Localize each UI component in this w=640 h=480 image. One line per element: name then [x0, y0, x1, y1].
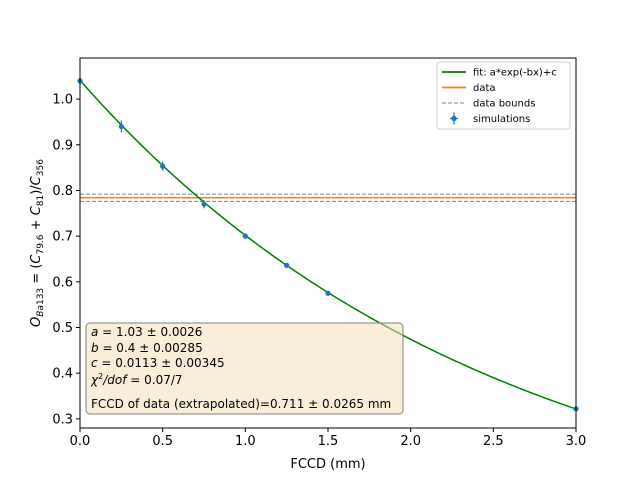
x-tick-label: 1.5	[318, 434, 339, 449]
plot-area	[77, 77, 579, 412]
legend-label: simulations	[473, 114, 530, 125]
y-axis-label: OBa133 = (C79.6 + C81)/C356	[29, 159, 46, 327]
simulation-marker	[242, 233, 248, 239]
simulation-marker	[325, 290, 331, 296]
y-tick-label: 0.5	[52, 321, 73, 336]
fit-info-box: a = 1.03 ± 0.0026 b = 0.4 ± 0.00285 c = …	[85, 322, 404, 415]
legend-handle-marker	[451, 115, 457, 122]
y-axis: 0.3 0.4 0.5 0.6 0.7 0.8 0.9 1.0	[52, 93, 80, 427]
legend-label: fit: a*exp(-bx)+c	[473, 68, 557, 79]
y-tick-label: 0.6	[52, 275, 73, 290]
legend-entry: fit: a*exp(-bx)+c	[442, 68, 557, 79]
legend-label: data	[473, 83, 496, 94]
legend-entry: simulations	[450, 112, 530, 125]
fit-param-a: a = 1.03 ± 0.0026	[91, 325, 202, 339]
x-axis-label: FCCD (mm)	[290, 457, 365, 472]
legend-entry: data bounds	[442, 99, 535, 110]
simulation-point	[284, 262, 290, 268]
legend-label: data bounds	[473, 99, 535, 110]
simulation-point	[160, 161, 166, 171]
y-tick-label: 0.8	[52, 184, 73, 199]
x-tick-label: 2.0	[400, 434, 421, 449]
y-tick-label: 0.9	[52, 138, 73, 153]
legend-entry: data	[442, 83, 496, 94]
y-tick-label: 0.7	[52, 230, 73, 245]
y-tick-label: 1.0	[52, 93, 73, 108]
x-axis: 0.0 0.5 1.0 1.5 2.0 2.5 3.0	[70, 428, 587, 449]
simulation-point	[325, 290, 331, 296]
fccd-result: FCCD of data (extrapolated)=0.711 ± 0.02…	[91, 397, 391, 411]
simulation-point	[242, 233, 248, 239]
x-tick-label: 2.5	[483, 434, 504, 449]
simulation-marker	[284, 262, 290, 268]
x-tick-label: 1.0	[235, 434, 256, 449]
fit-info-frame	[85, 322, 404, 415]
legend: fit: a*exp(-bx)+c data data bounds simulati…	[436, 61, 571, 130]
simulation-marker	[118, 123, 124, 130]
legend-frame	[436, 61, 571, 130]
fit-chi2-dof: χ2/dof = 0.07/7	[90, 372, 183, 387]
y-tick-label: 0.3	[52, 412, 73, 427]
simulation-point	[201, 200, 207, 209]
simulation-marker	[160, 163, 166, 169]
simulation-marker	[201, 201, 207, 207]
fit-param-c: c = 0.0113 ± 0.00345	[91, 356, 225, 370]
x-tick-label: 3.0	[566, 434, 587, 449]
simulation-point	[118, 120, 124, 133]
x-tick-label: 0.5	[152, 434, 173, 449]
x-tick-label: 0.0	[70, 434, 91, 449]
y-tick-label: 0.4	[52, 367, 73, 382]
fit-param-b: b = 0.4 ± 0.00285	[91, 341, 203, 355]
